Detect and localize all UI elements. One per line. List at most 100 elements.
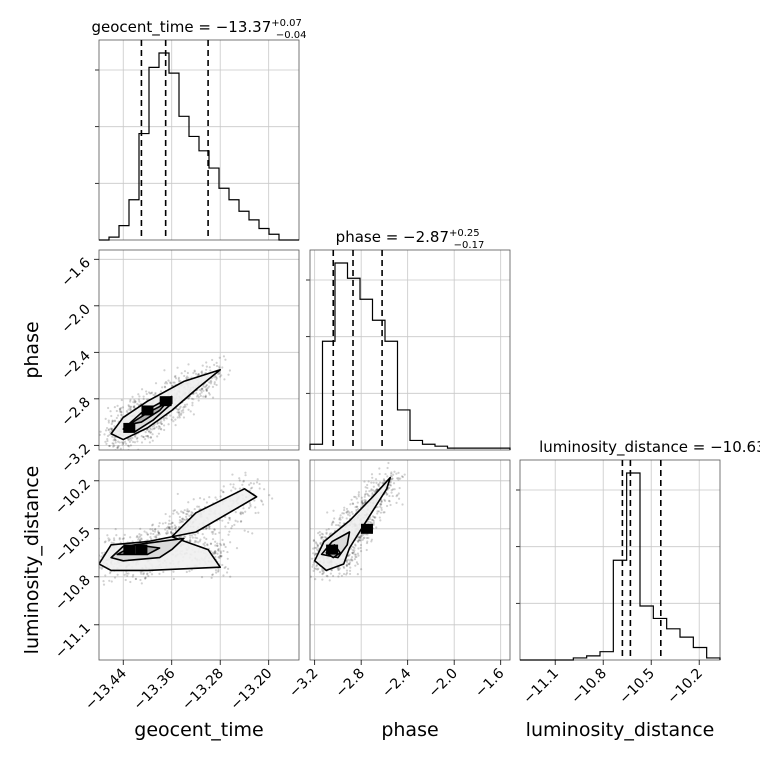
sample-point [345,573,348,576]
sample-point [331,520,335,523]
sample-point [365,536,369,540]
sample-point [178,521,181,524]
sample-point [386,466,389,470]
sample-point [119,409,122,412]
sample-point [219,542,222,545]
sample-point [338,524,341,527]
sample-point [218,366,221,370]
sample-point [178,515,182,519]
sample-point [133,398,136,402]
sample-point [110,428,113,431]
sample-point [360,496,363,499]
sample-point [112,445,115,448]
panel-frame [519,459,721,661]
sample-point [227,567,230,570]
sample-point [209,379,212,382]
sample-point [383,479,386,482]
sample-point [139,527,142,530]
sample-point [170,418,173,421]
sample-point [104,440,107,443]
sample-point [145,531,148,534]
sample-point [122,441,125,444]
sample-point [312,569,315,572]
title-phase: phase = −2.87+0.25 −0.17 [336,228,485,251]
sample-point [321,572,324,575]
sample-point [372,521,375,525]
sample-point [360,534,363,538]
sample-point [370,488,373,491]
sample-point [312,547,315,550]
sample-point [178,519,182,522]
sample-point [348,561,352,564]
sample-point [168,519,171,522]
sample-point [137,393,140,396]
sample-point [373,490,376,493]
sample-point [149,528,152,531]
sample-point [169,381,172,384]
sample-point [205,388,208,391]
sample-point [162,570,165,574]
sample-point [193,369,196,372]
density-peak [141,405,154,416]
sample-point [212,530,215,533]
sample-point [357,538,361,542]
sample-point [120,406,123,410]
sample-point [228,530,231,533]
sample-point [160,422,163,426]
sample-point [202,543,205,546]
sample-point [351,559,354,562]
sample-point [236,520,239,523]
sample-point [127,439,130,442]
sample-point [307,566,309,568]
sample-point [364,492,367,495]
sample-point [209,369,212,372]
sample-point [138,538,142,541]
sample-point [121,443,124,446]
sample-point [377,484,380,488]
sample-point [331,522,334,525]
sample-point [321,569,324,572]
sample-point [219,550,223,553]
sample-point [149,532,152,535]
sample-point [205,501,209,504]
sample-point [218,356,221,359]
sample-point [169,531,173,534]
sample-point [219,551,223,555]
sample-point [108,579,111,582]
sample-point [133,441,137,444]
sample-point [370,489,373,492]
sample-point [137,398,141,401]
sample-point [336,566,340,569]
sample-point [188,570,191,573]
sample-point [210,380,213,383]
sample-point [322,571,325,574]
sample-point [385,504,389,508]
sample-point [128,437,131,440]
sample-point [214,569,218,572]
sample-point [345,563,348,566]
sample-point [180,519,183,523]
sample-point [231,473,234,476]
sample-point [390,471,393,474]
sample-point [382,511,385,514]
sample-point [133,401,136,404]
sample-point [209,542,212,545]
sample-point [187,408,190,411]
sample-point [122,442,125,445]
sample-point [182,518,185,521]
sample-point [127,405,131,408]
sample-point [149,436,153,439]
sample-point [191,536,194,539]
sample-point [217,570,220,573]
sample-point [127,445,131,448]
sample-point [174,377,178,380]
x-tick-label: −2.8 [333,666,368,701]
sample-point [348,514,351,517]
sample-point [138,395,141,398]
sample-point [111,442,114,445]
sample-point [131,395,134,399]
sample-point [367,494,370,497]
sample-point [316,548,319,551]
sample-point [146,573,149,576]
sample-point [110,414,113,418]
